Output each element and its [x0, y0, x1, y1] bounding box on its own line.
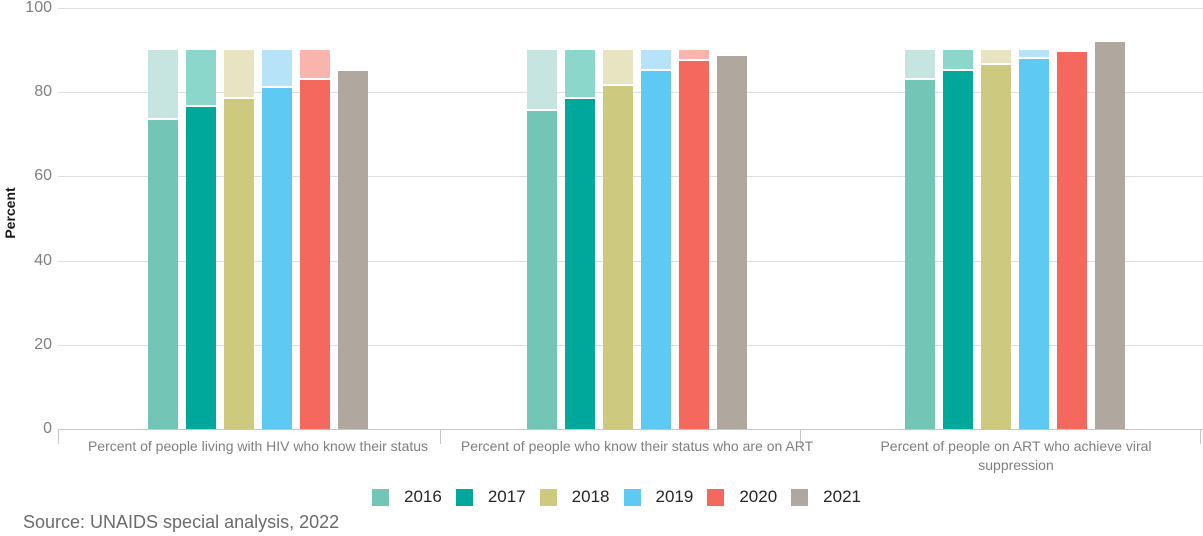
target-gap-cap-2017-category-2 — [943, 50, 973, 70]
gridline-0 — [58, 429, 1203, 430]
y-axis-title: Percent — [2, 187, 18, 239]
legend-item-2018: 2018 — [539, 487, 610, 507]
target-gap-cap-2017-category-0 — [186, 50, 216, 105]
bar-2020-category-1 — [679, 60, 709, 429]
bar-2017-category-0 — [186, 106, 216, 429]
bar-2021-category-1 — [717, 56, 747, 429]
legend-label-2019: 2019 — [655, 487, 694, 506]
bar-2016-category-0 — [148, 119, 178, 429]
y-tick-label-0: 0 — [43, 420, 52, 437]
bar-2017-category-2 — [943, 71, 973, 429]
bar-2021-category-0 — [338, 71, 368, 429]
bar-2019-category-0 — [262, 87, 292, 429]
axis-tick-3 — [1200, 429, 1201, 444]
bar-2018-category-0 — [224, 98, 254, 429]
bar-2020-category-2 — [1057, 52, 1087, 429]
category-label-2: Percent of people on ART who achieve vir… — [880, 438, 1152, 473]
bar-2017-category-1 — [565, 98, 595, 429]
target-gap-cap-2016-category-0 — [148, 50, 178, 118]
bar-2019-category-2 — [1019, 58, 1049, 429]
y-tick-label-40: 40 — [34, 251, 52, 269]
legend-item-2016: 2016 — [372, 487, 442, 507]
target-gap-cap-2019-category-2 — [1019, 50, 1049, 57]
bar-2016-category-1 — [527, 111, 557, 429]
source-caption: Source: UNAIDS special analysis, 2022 — [23, 512, 340, 532]
legend-swatch-2016 — [372, 488, 390, 506]
legend-item-2020: 2020 — [707, 487, 777, 507]
legend-label-2017: 2017 — [487, 487, 526, 506]
bar-2019-category-1 — [641, 71, 671, 429]
category-label-0: Percent of people living with HIV who kn… — [87, 438, 429, 454]
axis-tick-0 — [58, 429, 59, 444]
legend-swatch-2017 — [455, 488, 473, 506]
bar-2021-category-2 — [1095, 41, 1125, 429]
legend: 2016 2017 2018 2019 2020 2021 — [30, 487, 1203, 507]
legend-swatch-2020 — [707, 488, 725, 506]
bar-2018-category-2 — [981, 64, 1011, 429]
legend-item-2021: 2021 — [791, 487, 861, 507]
target-gap-cap-2018-category-1 — [603, 50, 633, 84]
bar-2020-category-0 — [300, 79, 330, 429]
y-tick-label-20: 20 — [34, 335, 52, 353]
y-tick-label-60: 60 — [34, 167, 52, 185]
legend-swatch-2019 — [623, 488, 641, 506]
legend-label-2020: 2020 — [739, 487, 778, 506]
category-label-1: Percent of people who know their status … — [460, 438, 814, 454]
target-gap-cap-2016-category-2 — [905, 50, 935, 78]
target-gap-cap-2017-category-1 — [565, 50, 595, 97]
target-gap-cap-2019-category-0 — [262, 50, 292, 86]
legend-item-2019: 2019 — [623, 487, 694, 507]
target-gap-cap-2020-category-1 — [679, 50, 709, 59]
target-gap-cap-2019-category-1 — [641, 50, 671, 70]
bar-2018-category-1 — [603, 85, 633, 429]
bar-2016-category-2 — [905, 79, 935, 429]
target-gap-cap-2018-category-2 — [981, 50, 1011, 63]
target-gap-cap-2016-category-1 — [527, 50, 557, 110]
legend-label-2016: 2016 — [404, 487, 442, 506]
target-gap-cap-2020-category-0 — [300, 50, 330, 78]
y-tick-label-100: 100 — [25, 0, 52, 16]
legend-label-2018: 2018 — [571, 487, 610, 506]
axis-tick-1 — [440, 429, 441, 444]
gridline-100 — [58, 8, 1203, 9]
target-gap-cap-2018-category-0 — [224, 50, 254, 97]
axis-tick-2 — [800, 429, 801, 444]
legend-swatch-2021 — [791, 488, 809, 506]
y-tick-label-80: 80 — [34, 83, 52, 101]
legend-swatch-2018 — [539, 488, 557, 506]
legend-item-2017: 2017 — [455, 487, 526, 507]
legend-label-2021: 2021 — [823, 487, 861, 506]
